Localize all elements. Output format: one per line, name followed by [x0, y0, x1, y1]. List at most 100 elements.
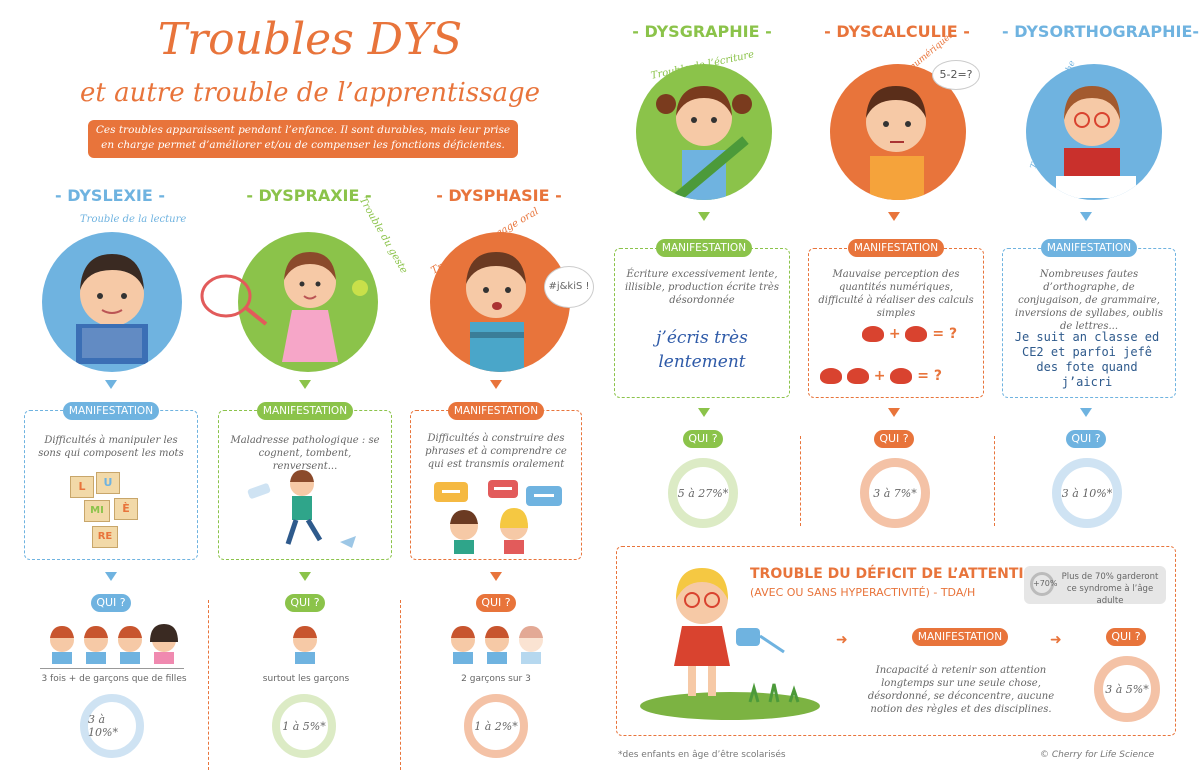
dysorthographie-illustration [1026, 64, 1162, 200]
boy-talking-icon [466, 252, 526, 372]
children-icon [451, 626, 543, 664]
thought-bubble: 5-2=? [932, 60, 980, 90]
dyslexie-who-text: 3 fois + de garçons que de filles [41, 674, 187, 684]
dysorthographie-stat: 3 à 10%* [1061, 486, 1113, 500]
dyslexie-title: - DYSLEXIE - [55, 186, 165, 205]
dysorthographie-stat-ring: 3 à 10%* [1052, 458, 1122, 528]
dysphasie-who-text: 2 garçons sur 3 [461, 674, 531, 684]
dyscalculie-qui-label: QUI ? [874, 430, 914, 448]
dyscalculie-illustration [830, 64, 966, 200]
dyscalculie-manifestation-label: MANIFESTATION [848, 239, 944, 257]
dyspraxie-illustration [238, 232, 378, 372]
credit: © Cherry for Life Science [1040, 750, 1155, 760]
dyslexie-illustration [42, 232, 182, 372]
dysgraphie-description: Écriture excessivement lente, illisible,… [625, 269, 779, 306]
dyspraxie-arrow [299, 380, 311, 389]
attention-stat: 3 à 5%* [1105, 682, 1149, 696]
dyslexie-subtitle: Trouble de la lecture [80, 214, 187, 225]
dysorthographie-description: Nombreuses fautes d’orthographe, de conj… [1015, 269, 1163, 332]
girl-watering-icon [640, 568, 820, 720]
footnote: *des enfants en âge d’être scolarisés [618, 750, 786, 760]
arrow-right-icon: ➜ [836, 632, 848, 648]
attention-subtitle: (AVEC OU SANS HYPERACTIVITÉ) - TDA/H [750, 586, 976, 599]
attention-description: Incapacité à retenir son attention longt… [867, 665, 1055, 715]
dyslexie-arrow [105, 380, 117, 389]
letter-block: È [114, 498, 138, 520]
dyscalculie-stat: 3 à 7%* [873, 486, 917, 500]
girl-pencil-icon [656, 86, 752, 200]
equals-sign: = [917, 368, 929, 384]
dysphasie-qui-label: QUI ? [476, 594, 516, 612]
dyscalculie-description: Mauvaise perception des quantités numéri… [818, 269, 974, 319]
falling-boy-icon [247, 470, 356, 548]
dyspraxie-qui-label: QUI ? [285, 594, 325, 612]
dysgraphie-title: - DYSGRAPHIE - [632, 22, 772, 41]
equation-row: + = ? [862, 326, 972, 346]
plus-sign: + [873, 368, 886, 384]
dyslexie-description: Difficultés à manipuler les sons qui com… [38, 435, 184, 459]
dyspraxie-stat: 1 à 5%* [282, 719, 326, 733]
equation-row: + = ? [820, 368, 980, 388]
letter-block: MI [84, 500, 110, 522]
handwriting-sample: j’écris très lentement [656, 328, 748, 372]
dysorthographie-title: - DYSORTHOGRAPHIE- [1002, 22, 1200, 41]
boy-reading-icon [76, 254, 148, 364]
attention-title: TROUBLE DU DÉFICIT DE L’ATTENTION [750, 566, 1048, 582]
dyslexie-manifestation-label: MANIFESTATION [63, 402, 159, 420]
dysphasie-stat: 1 à 2%* [474, 719, 518, 733]
dyslexie-children [44, 622, 184, 666]
talking-children-icon [434, 480, 562, 554]
dysgraphie-stat: 5 à 27%* [677, 486, 729, 500]
persistence-badge: +70% Plus de 70% garderont ce syndrome à… [1024, 566, 1166, 606]
dyscalculie-arrow-2 [888, 408, 900, 417]
question-mark: ? [933, 368, 942, 384]
dyspraxie-description: Maladresse pathologique : se cognent, to… [230, 435, 380, 472]
dysphasie-description: Difficultés à construire des phrases et … [425, 433, 567, 470]
dysgraphie-arrow-2 [698, 408, 710, 417]
dysphasie-arrow-2 [490, 572, 502, 581]
attention-manifestation-label: MANIFESTATION [912, 628, 1008, 646]
hen-icon [846, 368, 869, 384]
column-separator [208, 600, 209, 770]
page-subtitle: et autre trouble de l’apprentissage [80, 78, 540, 108]
dyscalculie-stat-ring: 3 à 7%* [860, 458, 930, 528]
arrow-right-icon: ➜ [1050, 632, 1062, 648]
dyslexie-stat-ring: 3 à 10%* [80, 694, 144, 758]
speech-bubble: #j&kiS ! [544, 266, 594, 308]
dysphasie-title: - DYSPHASIE - [436, 186, 562, 205]
hen-icon [890, 368, 913, 384]
dyscalculie-title: - DYSCALCULIE - [824, 22, 970, 41]
hen-icon [905, 326, 928, 342]
dyspraxie-title: - DYSPRAXIE - [246, 186, 372, 205]
dysorthographie-qui-label: QUI ? [1066, 430, 1106, 448]
dysgraphie-stat-ring: 5 à 27%* [668, 458, 738, 528]
letter-block: L [70, 476, 94, 498]
children-icon [50, 624, 178, 664]
girl-tennis-icon [282, 252, 338, 362]
dysphasie-stat-ring: 1 à 2%* [464, 694, 528, 758]
page-title: Troubles DYS [157, 14, 463, 65]
dysgraphie-illustration [636, 64, 772, 200]
hen-icon [862, 326, 884, 342]
dysorthographie-arrow-2 [1080, 408, 1092, 417]
dyscalculie-arrow [888, 212, 900, 221]
tennis-racket-icon [200, 274, 268, 326]
dysphasie-arrow [490, 380, 502, 389]
letter-blocks: L U MI È RE [70, 472, 150, 552]
column-separator [800, 436, 801, 526]
attention-qui-label: QUI ? [1106, 628, 1146, 646]
dyspraxie-arrow-2 [299, 572, 311, 581]
dysorthographie-manifestation-box [1002, 248, 1176, 398]
badge-text: Plus de 70% garderont ce syndrome à l’âg… [1061, 572, 1159, 606]
dyspraxie-manifestation-label: MANIFESTATION [257, 402, 353, 420]
misspelled-sample: Je suit an classe ed CE2 et parfoi jefê … [1014, 330, 1160, 389]
equals-sign: = [932, 326, 945, 342]
dysgraphie-arrow [698, 212, 710, 221]
tennis-ball-icon [352, 280, 368, 296]
dyslexie-stat: 3 à 10%* [88, 713, 118, 739]
dysgraphie-manifestation-label: MANIFESTATION [656, 239, 752, 257]
dysgraphie-manifestation-box [614, 248, 790, 398]
intro-banner: Ces troubles apparaissent pendant l’enfa… [88, 120, 518, 158]
letter-block: U [96, 472, 120, 494]
dysorthographie-manifestation-label: MANIFESTATION [1041, 239, 1137, 257]
